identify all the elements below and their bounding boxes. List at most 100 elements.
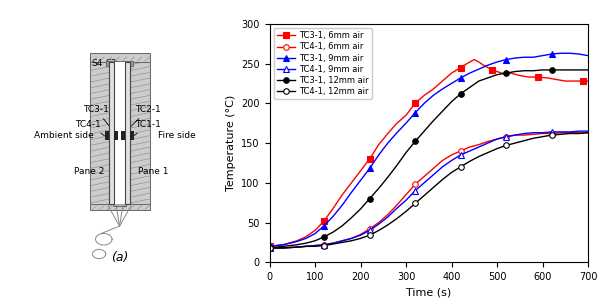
TC4-1, 9mm air bbox=[484, 141, 491, 145]
TC3-1, 12mm air bbox=[475, 79, 482, 83]
TC3-1, 12mm air bbox=[357, 207, 364, 211]
TC3-1, 9mm air bbox=[475, 67, 482, 71]
Bar bbox=[130, 57, 150, 205]
TC4-1, 6mm air bbox=[357, 233, 364, 236]
Bar bbox=[89, 53, 150, 62]
TC4-1, 9mm air bbox=[548, 130, 555, 134]
TC3-1, 9mm air bbox=[266, 245, 273, 248]
TC4-1, 12mm air bbox=[448, 171, 455, 174]
Line: TC4-1, 12mm air: TC4-1, 12mm air bbox=[267, 130, 591, 251]
TC3-1, 12mm air bbox=[320, 235, 328, 239]
TC4-1, 6mm air bbox=[457, 149, 464, 153]
TC3-1, 6mm air bbox=[535, 75, 542, 79]
TC4-1, 9mm air bbox=[457, 153, 464, 157]
TC3-1, 12mm air bbox=[503, 71, 510, 75]
TC4-1, 12mm air bbox=[521, 139, 528, 142]
TC3-1, 6mm air bbox=[470, 58, 478, 61]
TC4-1, 12mm air bbox=[293, 245, 301, 249]
TC3-1, 9mm air bbox=[566, 52, 574, 55]
TC4-1, 9mm air bbox=[503, 135, 510, 139]
TC3-1, 12mm air bbox=[539, 68, 546, 72]
TC4-1, 9mm air bbox=[539, 131, 546, 134]
TC4-1, 9mm air bbox=[566, 130, 574, 134]
Bar bbox=[125, 62, 130, 204]
TC4-1, 6mm air bbox=[403, 193, 410, 196]
Text: Fire side: Fire side bbox=[158, 131, 196, 140]
TC4-1, 9mm air bbox=[475, 145, 482, 149]
TC3-1, 6mm air bbox=[475, 60, 482, 64]
TC3-1, 9mm air bbox=[357, 179, 364, 182]
TC3-1, 6mm air bbox=[280, 243, 287, 246]
Text: TC3-1: TC3-1 bbox=[83, 105, 114, 132]
TC3-1, 9mm air bbox=[293, 240, 301, 243]
TC3-1, 9mm air bbox=[493, 60, 500, 64]
TC3-1, 9mm air bbox=[548, 52, 555, 56]
TC4-1, 12mm air bbox=[475, 155, 482, 158]
TC3-1, 12mm air bbox=[530, 69, 537, 72]
TC3-1, 6mm air bbox=[412, 102, 419, 105]
Bar bbox=[109, 62, 114, 204]
TC4-1, 6mm air bbox=[484, 140, 491, 143]
TC4-1, 12mm air bbox=[266, 246, 273, 250]
TC3-1, 6mm air bbox=[507, 71, 514, 75]
TC3-1, 9mm air bbox=[448, 82, 455, 85]
TC3-1, 9mm air bbox=[348, 190, 355, 194]
TC4-1, 12mm air bbox=[575, 132, 583, 135]
TC3-1, 6mm air bbox=[584, 79, 592, 83]
TC4-1, 6mm air bbox=[311, 244, 319, 247]
Line: TC3-1, 12mm air: TC3-1, 12mm air bbox=[267, 67, 591, 251]
Line: TC3-1, 9mm air: TC3-1, 9mm air bbox=[267, 50, 591, 249]
Bar bbox=[89, 204, 150, 209]
Text: TC2-1: TC2-1 bbox=[125, 105, 161, 132]
TC4-1, 6mm air bbox=[394, 203, 401, 207]
TC4-1, 6mm air bbox=[430, 167, 437, 170]
TC3-1, 6mm air bbox=[375, 143, 382, 146]
TC3-1, 9mm air bbox=[512, 56, 519, 60]
TC4-1, 6mm air bbox=[329, 241, 337, 245]
TC4-1, 9mm air bbox=[412, 189, 419, 193]
TC4-1, 12mm air bbox=[557, 133, 565, 136]
TC3-1, 12mm air bbox=[466, 86, 473, 89]
TC4-1, 9mm air bbox=[430, 173, 437, 177]
TC4-1, 6mm air bbox=[280, 246, 287, 250]
TC4-1, 6mm air bbox=[448, 153, 455, 157]
TC4-1, 9mm air bbox=[280, 246, 287, 250]
TC3-1, 9mm air bbox=[339, 203, 346, 207]
Text: Ambient side: Ambient side bbox=[34, 131, 94, 140]
TC3-1, 6mm air bbox=[580, 79, 587, 83]
TC4-1, 12mm air bbox=[466, 159, 473, 163]
Text: S2: S2 bbox=[112, 62, 124, 72]
TC4-1, 12mm air bbox=[394, 217, 401, 220]
Bar bbox=[113, 203, 126, 206]
TC4-1, 6mm air bbox=[521, 133, 528, 137]
TC4-1, 6mm air bbox=[548, 132, 555, 135]
TC3-1, 9mm air bbox=[384, 141, 391, 145]
TC4-1, 12mm air bbox=[584, 131, 592, 134]
TC3-1, 6mm air bbox=[266, 245, 273, 248]
Bar bbox=[89, 57, 110, 205]
TC3-1, 12mm air bbox=[484, 76, 491, 80]
TC3-1, 6mm air bbox=[498, 71, 505, 75]
TC4-1, 6mm air bbox=[466, 145, 473, 149]
TC3-1, 9mm air bbox=[466, 71, 473, 75]
TC4-1, 6mm air bbox=[339, 239, 346, 243]
TC3-1, 6mm air bbox=[320, 219, 328, 223]
TC4-1, 12mm air bbox=[439, 178, 446, 181]
TC3-1, 12mm air bbox=[394, 164, 401, 167]
TC3-1, 12mm air bbox=[575, 68, 583, 72]
TC4-1, 9mm air bbox=[311, 244, 319, 247]
TC4-1, 6mm air bbox=[566, 131, 574, 134]
TC3-1, 9mm air bbox=[521, 55, 528, 59]
Text: Pane 1: Pane 1 bbox=[138, 167, 169, 176]
TC4-1, 9mm air bbox=[557, 130, 565, 134]
TC3-1, 9mm air bbox=[503, 58, 510, 61]
TC3-1, 12mm air bbox=[311, 239, 319, 243]
TC3-1, 12mm air bbox=[430, 119, 437, 122]
TC4-1, 6mm air bbox=[493, 137, 500, 141]
Bar bbox=[106, 61, 133, 66]
TC3-1, 9mm air bbox=[320, 224, 328, 227]
Line: TC4-1, 6mm air: TC4-1, 6mm air bbox=[267, 130, 591, 251]
TC3-1, 6mm air bbox=[525, 75, 532, 79]
TC3-1, 12mm air bbox=[548, 68, 555, 72]
TC4-1, 12mm air bbox=[366, 233, 373, 237]
